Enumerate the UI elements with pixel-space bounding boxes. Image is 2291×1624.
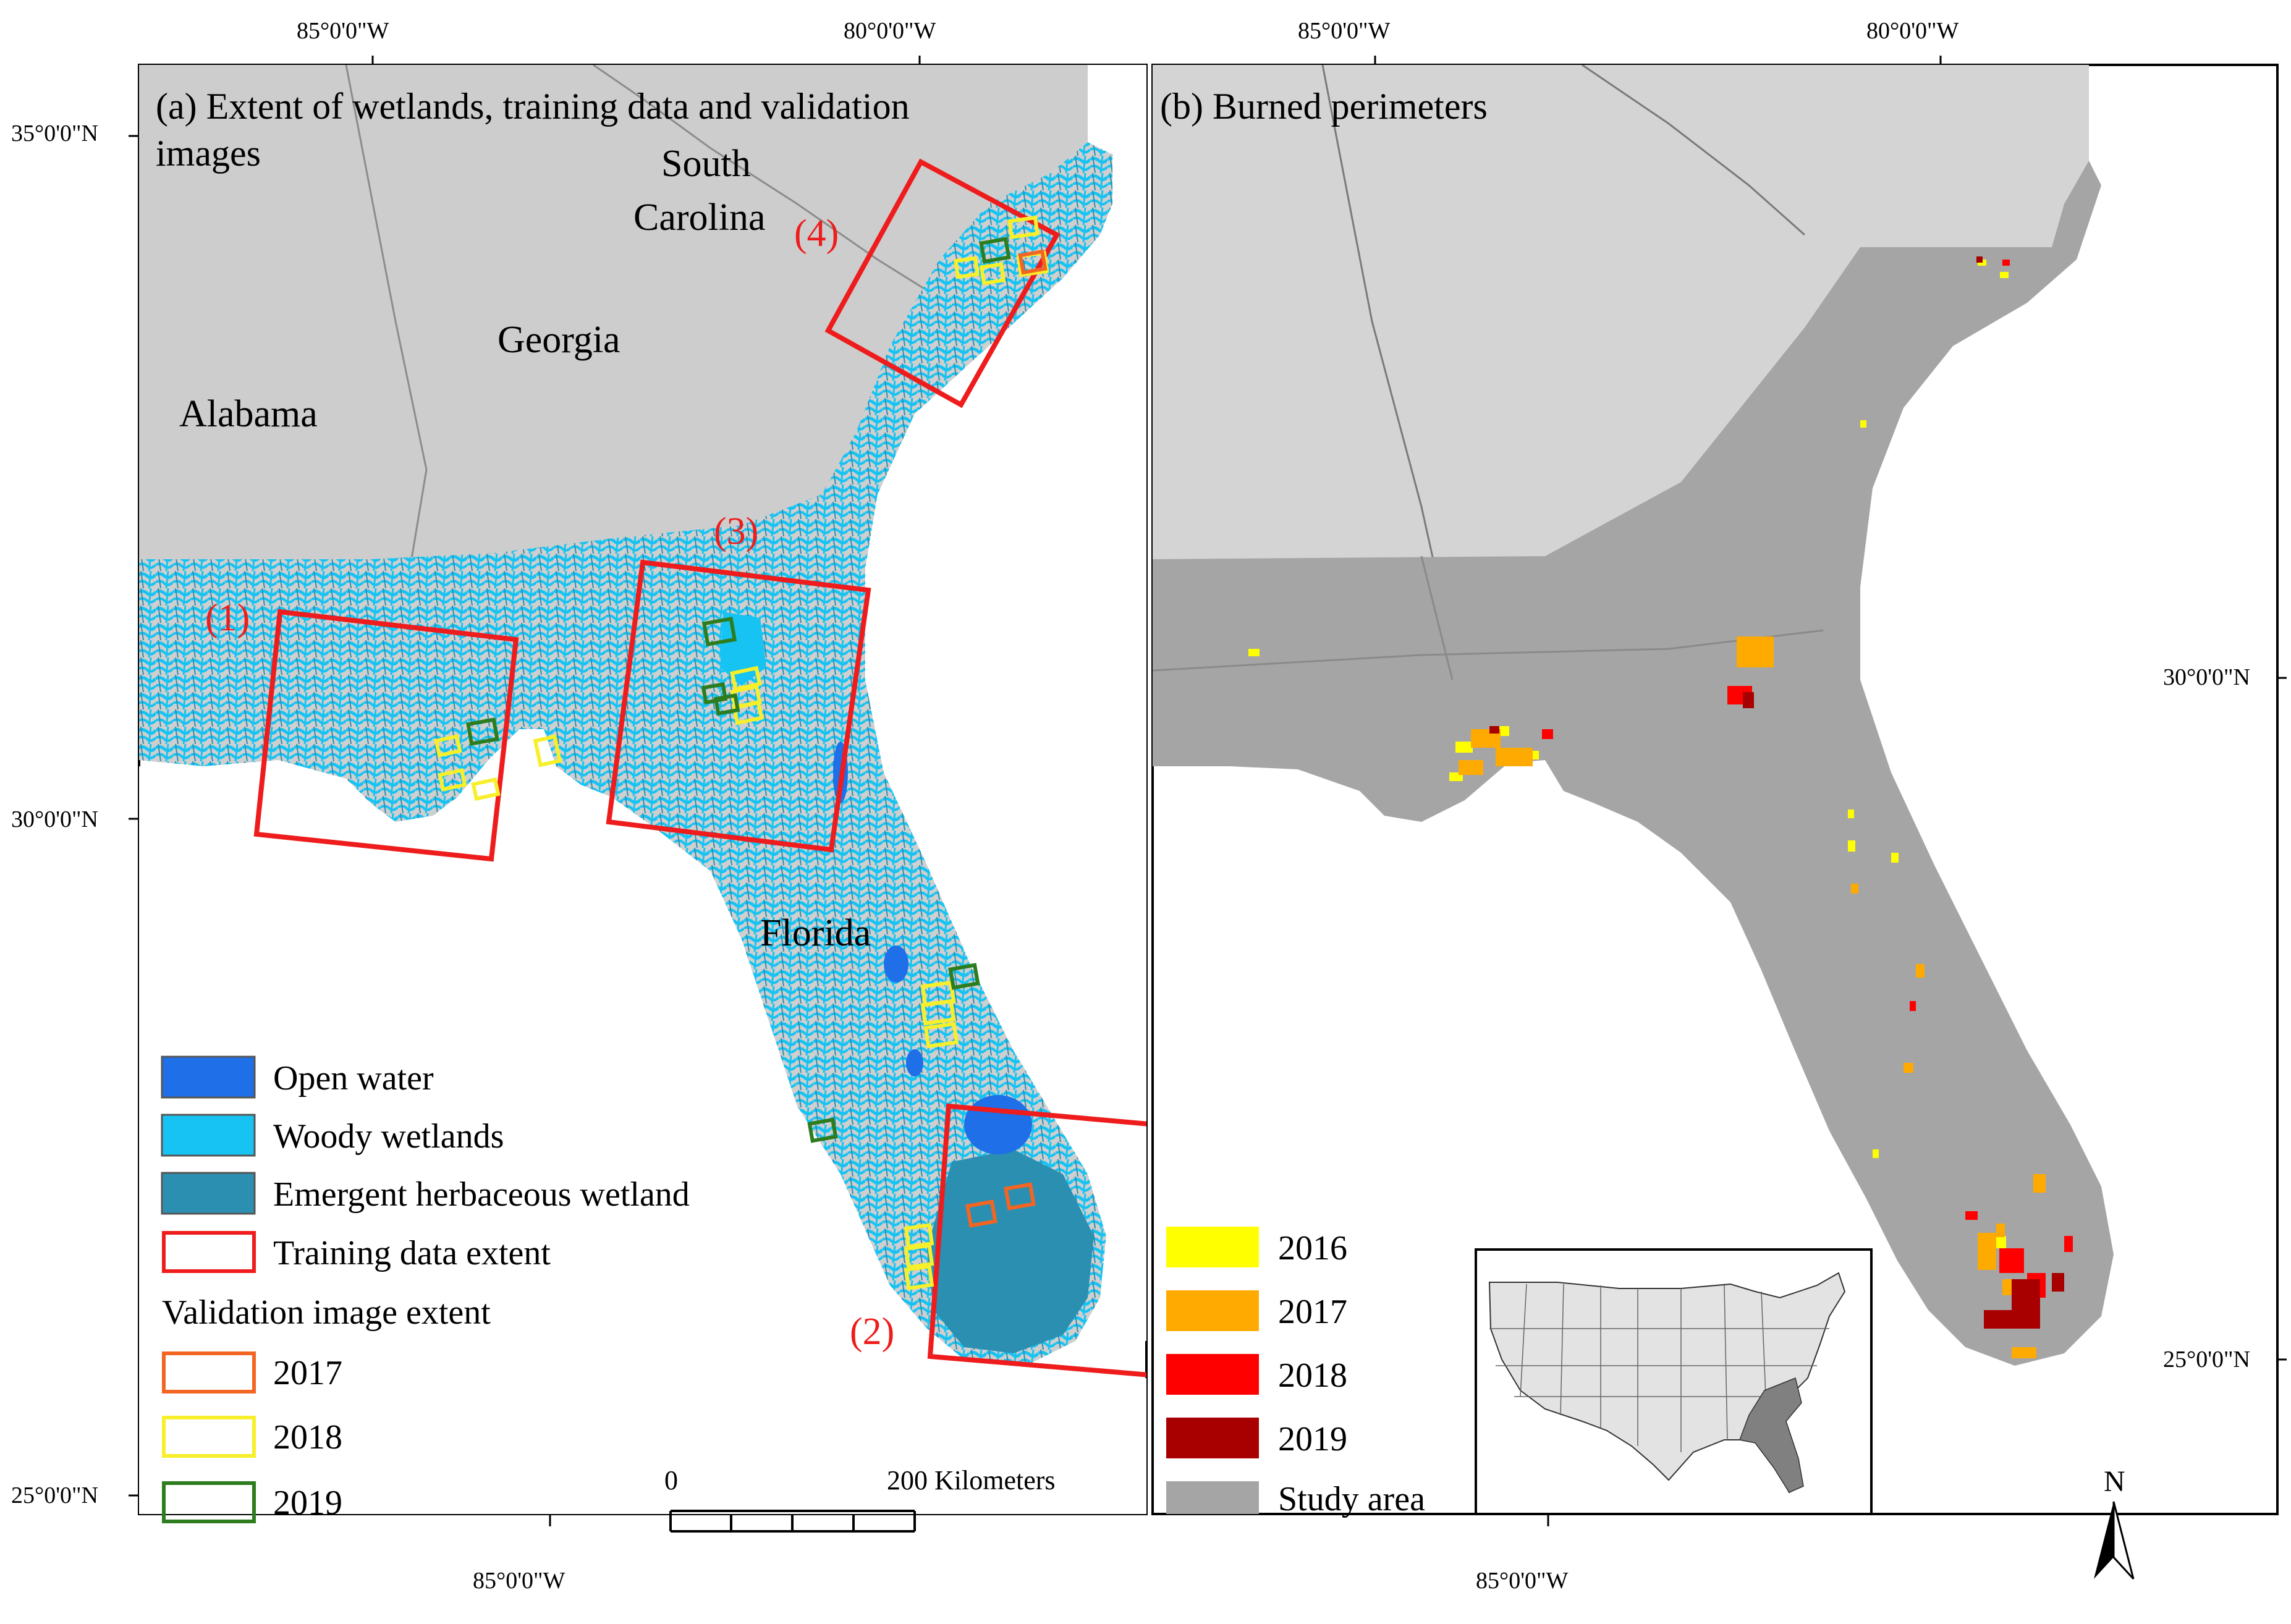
inset-study-area-highlight xyxy=(1738,1377,1804,1493)
training-extent-3 xyxy=(606,559,871,853)
wetland-extent-region xyxy=(139,142,1112,1366)
northern-states-land xyxy=(139,65,1088,562)
usa-state-lines xyxy=(1489,1284,1829,1452)
legend-label-emergent: Emergent herbaceous wetland xyxy=(273,1175,690,1214)
training-region-label-1: (1) xyxy=(205,597,250,639)
north-label: N xyxy=(2104,1465,2125,1498)
state-label-south: South xyxy=(661,143,751,185)
training-extent-4 xyxy=(824,158,1061,408)
state-label-florida: Florida xyxy=(760,912,871,954)
legend-label-open-water: Open water xyxy=(273,1059,434,1097)
training-extent-1 xyxy=(253,609,519,862)
burn-perimeters-2019 xyxy=(1489,256,2064,1329)
panel-b-legend: 2016 2017 2018 2019 Study area xyxy=(1166,1227,1425,1518)
usa-inset-map xyxy=(1475,1248,1873,1515)
state-label-carolina: Carolina xyxy=(633,197,766,239)
tick-a-25n: 25°0'0"N xyxy=(11,1482,98,1508)
panel-a-title-line2: images xyxy=(156,133,261,174)
validation-extents-2018 xyxy=(434,215,1049,1290)
lake-okeechobee xyxy=(964,1095,1032,1154)
legend-label-burn-2018: 2018 xyxy=(1278,1356,1347,1395)
state-label-georgia: Georgia xyxy=(498,319,620,361)
legend-swatch-burn-2019 xyxy=(1166,1418,1259,1458)
state-border-b-ga-fl2 xyxy=(1420,556,1454,680)
state-label-alabama: Alabama xyxy=(179,393,318,435)
legend-swatch-val-2017 xyxy=(162,1351,256,1394)
state-border-b-ga-sc xyxy=(1582,65,1805,236)
panel-a-title-line1: (a) Extent of wetlands, training data an… xyxy=(156,86,910,127)
legend-label-burn-2016: 2016 xyxy=(1278,1229,1347,1267)
tick-a-85w-top: 85°0'0"W xyxy=(297,18,389,44)
legend-label-woody-wetlands: Woody wetlands xyxy=(273,1117,504,1156)
legend-label-val-2019: 2019 xyxy=(273,1484,342,1522)
panel-a-legend: Open water Woody wetlands Emergent herba… xyxy=(161,1055,690,1523)
study-area-region xyxy=(1153,161,2114,1366)
panel-b-ticks: 85°0'0"W 80°0'0"W 85°0'0"W 30°0'0"N 25°0… xyxy=(1298,18,2287,1594)
legend-swatch-val-2019 xyxy=(162,1481,256,1523)
burn-perimeters-2017 xyxy=(1459,636,2046,1358)
panel-a: (a) Extent of wetlands, training data an… xyxy=(11,18,1148,1594)
training-region-label-2: (2) xyxy=(850,1311,894,1353)
everglades-emergent xyxy=(927,1149,1094,1353)
tick-b-30n: 30°0'0"N xyxy=(2163,664,2250,690)
legend-swatch-emergent xyxy=(161,1172,256,1215)
tick-b-85w-top: 85°0'0"W xyxy=(1298,18,1391,44)
legend-label-training-extent: Training data extent xyxy=(273,1234,551,1272)
tick-b-80w-top: 80°0'0"W xyxy=(1866,18,1959,44)
legend-swatch-burn-2016 xyxy=(1166,1227,1259,1267)
training-region-label-3: (3) xyxy=(714,510,758,552)
legend-swatch-training-extent xyxy=(162,1231,256,1273)
legend-swatch-woody-wetlands xyxy=(161,1114,256,1157)
legend-swatch-open-water xyxy=(161,1055,256,1099)
legend-swatch-val-2018 xyxy=(162,1416,256,1458)
tick-a-85w-bottom: 85°0'0"W xyxy=(473,1568,565,1594)
gulf-of-mexico xyxy=(139,738,1146,1514)
legend-label-val-2018: 2018 xyxy=(273,1418,342,1457)
legend-swatch-burn-2017 xyxy=(1166,1290,1259,1331)
legend-label-val-2017: 2017 xyxy=(273,1354,342,1392)
scale-end: 200 Kilometers xyxy=(887,1465,1056,1495)
tick-a-35n: 35°0'0"N xyxy=(11,121,98,146)
atlantic-ocean xyxy=(865,65,1146,1341)
florida-lake-2 xyxy=(906,1049,923,1076)
scale-zero: 0 xyxy=(664,1465,678,1495)
non-study-land xyxy=(1153,65,2089,562)
validation-extents-2017 xyxy=(965,249,1048,1228)
validation-extents-2019 xyxy=(466,237,1011,1143)
tick-b-25n: 25°0'0"N xyxy=(2163,1347,2250,1372)
panel-b-title: (b) Burned perimeters xyxy=(1160,86,1488,127)
panel-a-ticks: 85°0'0"W 80°0'0"W 85°0'0"W 35°0'0"N 30°0… xyxy=(11,18,936,1594)
tick-a-80w-top: 80°0'0"W xyxy=(844,18,936,44)
state-border-b-al-ga xyxy=(1321,65,1435,563)
burn-perimeters-2016 xyxy=(1248,260,2009,1248)
training-region-label-4: (4) xyxy=(794,213,839,255)
tick-b-85w-bottom: 85°0'0"W xyxy=(1476,1568,1569,1594)
legend-swatch-study-area xyxy=(1166,1481,1259,1514)
scale-bar: 0 200 Kilometers xyxy=(664,1465,1056,1533)
legend-label-study-area: Study area xyxy=(1278,1480,1425,1518)
state-border-ga-sc xyxy=(593,65,928,292)
legend-swatch-burn-2018 xyxy=(1166,1354,1259,1395)
legend-label-burn-2019: 2019 xyxy=(1278,1420,1347,1458)
training-extent-2 xyxy=(927,1103,1146,1377)
north-arrow: N xyxy=(2094,1465,2135,1580)
state-border-al-ga xyxy=(345,65,428,563)
tick-a-30n: 30°0'0"N xyxy=(11,806,98,832)
legend-label-burn-2017: 2017 xyxy=(1278,1293,1347,1331)
panel-b: (b) Burned perimeters 2016 2017 2018 201… xyxy=(1151,18,2287,1594)
legend-validation-header: Validation image extent xyxy=(162,1293,491,1332)
central-florida-lakes xyxy=(884,945,908,983)
